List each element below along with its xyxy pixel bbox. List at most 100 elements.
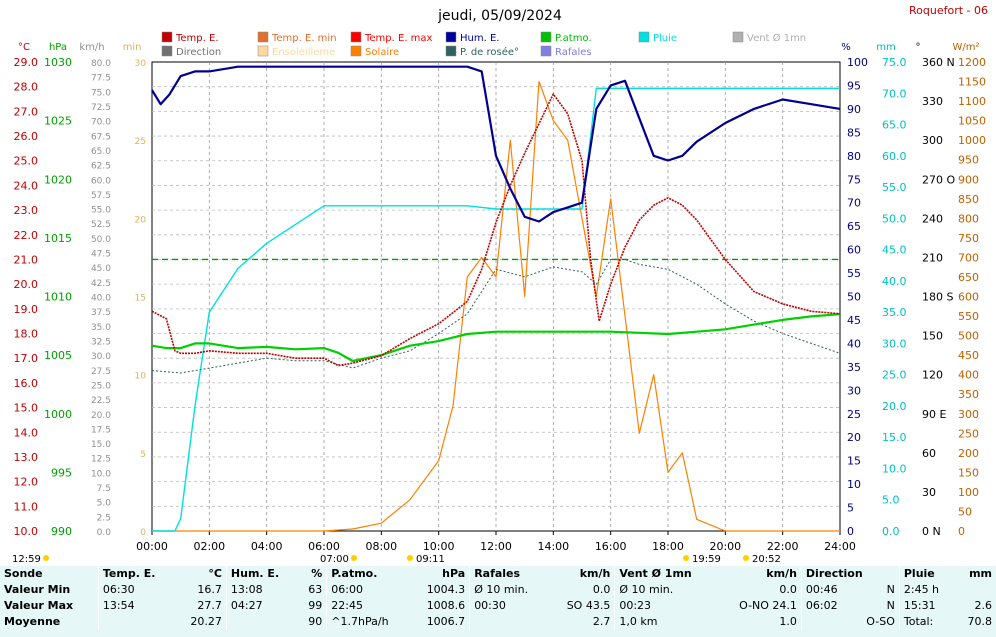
- y-tick-hum: 50: [847, 291, 861, 304]
- y-tick-temp: 17.0: [14, 352, 39, 365]
- stat-header: °C: [208, 567, 222, 580]
- y-tick-wind: 7.5: [97, 484, 111, 494]
- y-tick-rain: 65.0: [882, 119, 907, 132]
- y-tick-wind: 22.5: [91, 396, 111, 406]
- grid: [151, 61, 841, 532]
- axis-unit-temp: °C: [18, 42, 30, 53]
- chart-legend: Temp. E. Temp. E. min Temp. E. max Hum. E. P…: [161, 31, 806, 58]
- y-tick-wind: 55.0: [91, 206, 111, 216]
- y-tick-wind: 67.5: [91, 132, 111, 142]
- y-tick-wind: 57.5: [91, 191, 111, 201]
- y-tick-dir: 360 N: [922, 56, 955, 69]
- y-tick-wind: 77.5: [91, 74, 111, 84]
- stat-cell: 70.8: [967, 615, 993, 628]
- stats-table: Sonde Temp. E. °C Hum. E. % P.atmo. hPa …: [0, 566, 996, 630]
- y-tick-wind: 40.0: [91, 294, 111, 304]
- y-tick-solar_min: 15: [135, 294, 146, 304]
- y-tick-hum: 5: [847, 502, 854, 515]
- stat-header: Sonde: [4, 567, 43, 580]
- x-tick-label: 14:00: [537, 540, 569, 553]
- y-tick-rain: 60.0: [882, 150, 907, 163]
- x-tick-label: 00:00: [136, 540, 168, 553]
- y-tick-solar: 400: [958, 369, 979, 382]
- x-tick-label: 06:00: [308, 540, 340, 553]
- stat-cell: 1008.6: [426, 599, 466, 612]
- legend-swatch: [445, 45, 457, 57]
- y-tick-wind: 52.5: [91, 220, 111, 230]
- series-line-hum-e: [151, 65, 841, 223]
- y-tick-solar: 50: [958, 505, 972, 518]
- legend-swatch: [732, 31, 744, 43]
- y-tick-solar: 150: [958, 466, 979, 479]
- stat-cell: 1,0 km: [614, 614, 718, 630]
- y-tick-rain: 10.0: [882, 462, 907, 475]
- y-tick-temp: 20.0: [14, 278, 39, 291]
- stat-header: Temp. E.: [97, 566, 176, 582]
- y-tick-temp: 18.0: [14, 328, 39, 341]
- y-tick-wind: 5.0: [97, 499, 112, 509]
- x-tick-label: 22:00: [767, 540, 799, 553]
- y-tick-wind: 75.0: [91, 88, 111, 98]
- y-tick-temp: 19.0: [14, 303, 39, 316]
- sun-event-sunset: 19:59: [692, 554, 721, 565]
- x-tick-label: 10:00: [423, 540, 455, 553]
- y-tick-rain: 45.0: [882, 244, 907, 257]
- y-tick-wind: 42.5: [91, 279, 111, 289]
- x-tick-label: 02:00: [193, 540, 225, 553]
- stat-cell: 06:30: [97, 582, 176, 598]
- y-tick-hum: 90: [847, 103, 861, 116]
- stats-panel: Sonde Temp. E. °C Hum. E. % P.atmo. hPa …: [0, 566, 996, 637]
- x-tick-label: 24:00: [824, 540, 856, 553]
- y-tick-solar: 350: [958, 388, 979, 401]
- stat-cell: 16.7: [197, 583, 222, 596]
- y-tick-solar: 1100: [958, 95, 986, 108]
- y-tick-wind: 2.5: [97, 513, 111, 523]
- y-tick-press: 1020: [44, 173, 72, 186]
- y-tick-solar: 500: [958, 330, 979, 343]
- y-tick-temp: 14.0: [14, 426, 39, 439]
- axis-unit-solar: W/m²: [952, 42, 979, 53]
- stat-cell: 0.0: [592, 583, 611, 596]
- y-tick-wind: 80.0: [91, 59, 111, 69]
- legend-label: Vent Ø 1mn: [747, 32, 806, 44]
- stat-cell: [800, 614, 853, 630]
- y-tick-rain: 55.0: [882, 181, 907, 194]
- legend-label: Rafales: [555, 47, 592, 58]
- legend-label: Temp. E. max: [364, 33, 433, 44]
- legend-label: P.atmo.: [555, 33, 592, 44]
- y-tick-hum: 30: [847, 384, 861, 397]
- y-tick-solar: 900: [958, 173, 979, 186]
- y-tick-hum: 10: [847, 478, 861, 491]
- stat-header: Vent Ø 1mn: [614, 566, 718, 582]
- y-tick-wind: 20.0: [91, 411, 111, 421]
- y-tick-wind: 70.0: [91, 118, 111, 128]
- stat-cell: 1.0: [779, 615, 797, 628]
- legend-swatch: [257, 45, 269, 57]
- y-tick-press: 995: [51, 466, 72, 479]
- stat-cell: Moyenne: [4, 615, 61, 628]
- y-tick-hum: 100: [847, 56, 868, 69]
- series-layer: [151, 65, 841, 532]
- stat-cell: 06:02: [800, 598, 853, 614]
- y-tick-temp: 11.0: [14, 500, 39, 513]
- stats-row-min: Valeur Min 06:30 16.7 13:08 63 06:00 100…: [0, 582, 996, 598]
- y-tick-wind: 65.0: [91, 147, 111, 157]
- y-tick-solar_min: 10: [135, 372, 147, 382]
- y-tick-rain: 70.0: [882, 87, 907, 100]
- stat-cell: SO 43.5: [566, 599, 611, 612]
- stat-cell: 1006.7: [426, 615, 466, 628]
- stat-cell: 27.7: [197, 599, 222, 612]
- legend-swatch: [540, 31, 552, 43]
- stats-row-max: Valeur Max 13:54 27.7 04:27 99 22:45 100…: [0, 598, 996, 614]
- y-tick-temp: 27.0: [14, 105, 39, 118]
- axis-unit-dir: °: [916, 42, 921, 53]
- y-tick-wind: 25.0: [91, 381, 111, 391]
- y-tick-temp: 22.0: [14, 229, 39, 242]
- y-tick-solar: 1150: [958, 76, 986, 89]
- x-tick-label: 20:00: [709, 540, 741, 553]
- y-tick-solar_min: 20: [135, 215, 147, 225]
- y-tick-temp: 16.0: [14, 377, 39, 390]
- y-tick-solar: 1200: [958, 56, 986, 69]
- stat-cell: 63: [308, 583, 323, 596]
- y-tick-rain: 50.0: [882, 212, 907, 225]
